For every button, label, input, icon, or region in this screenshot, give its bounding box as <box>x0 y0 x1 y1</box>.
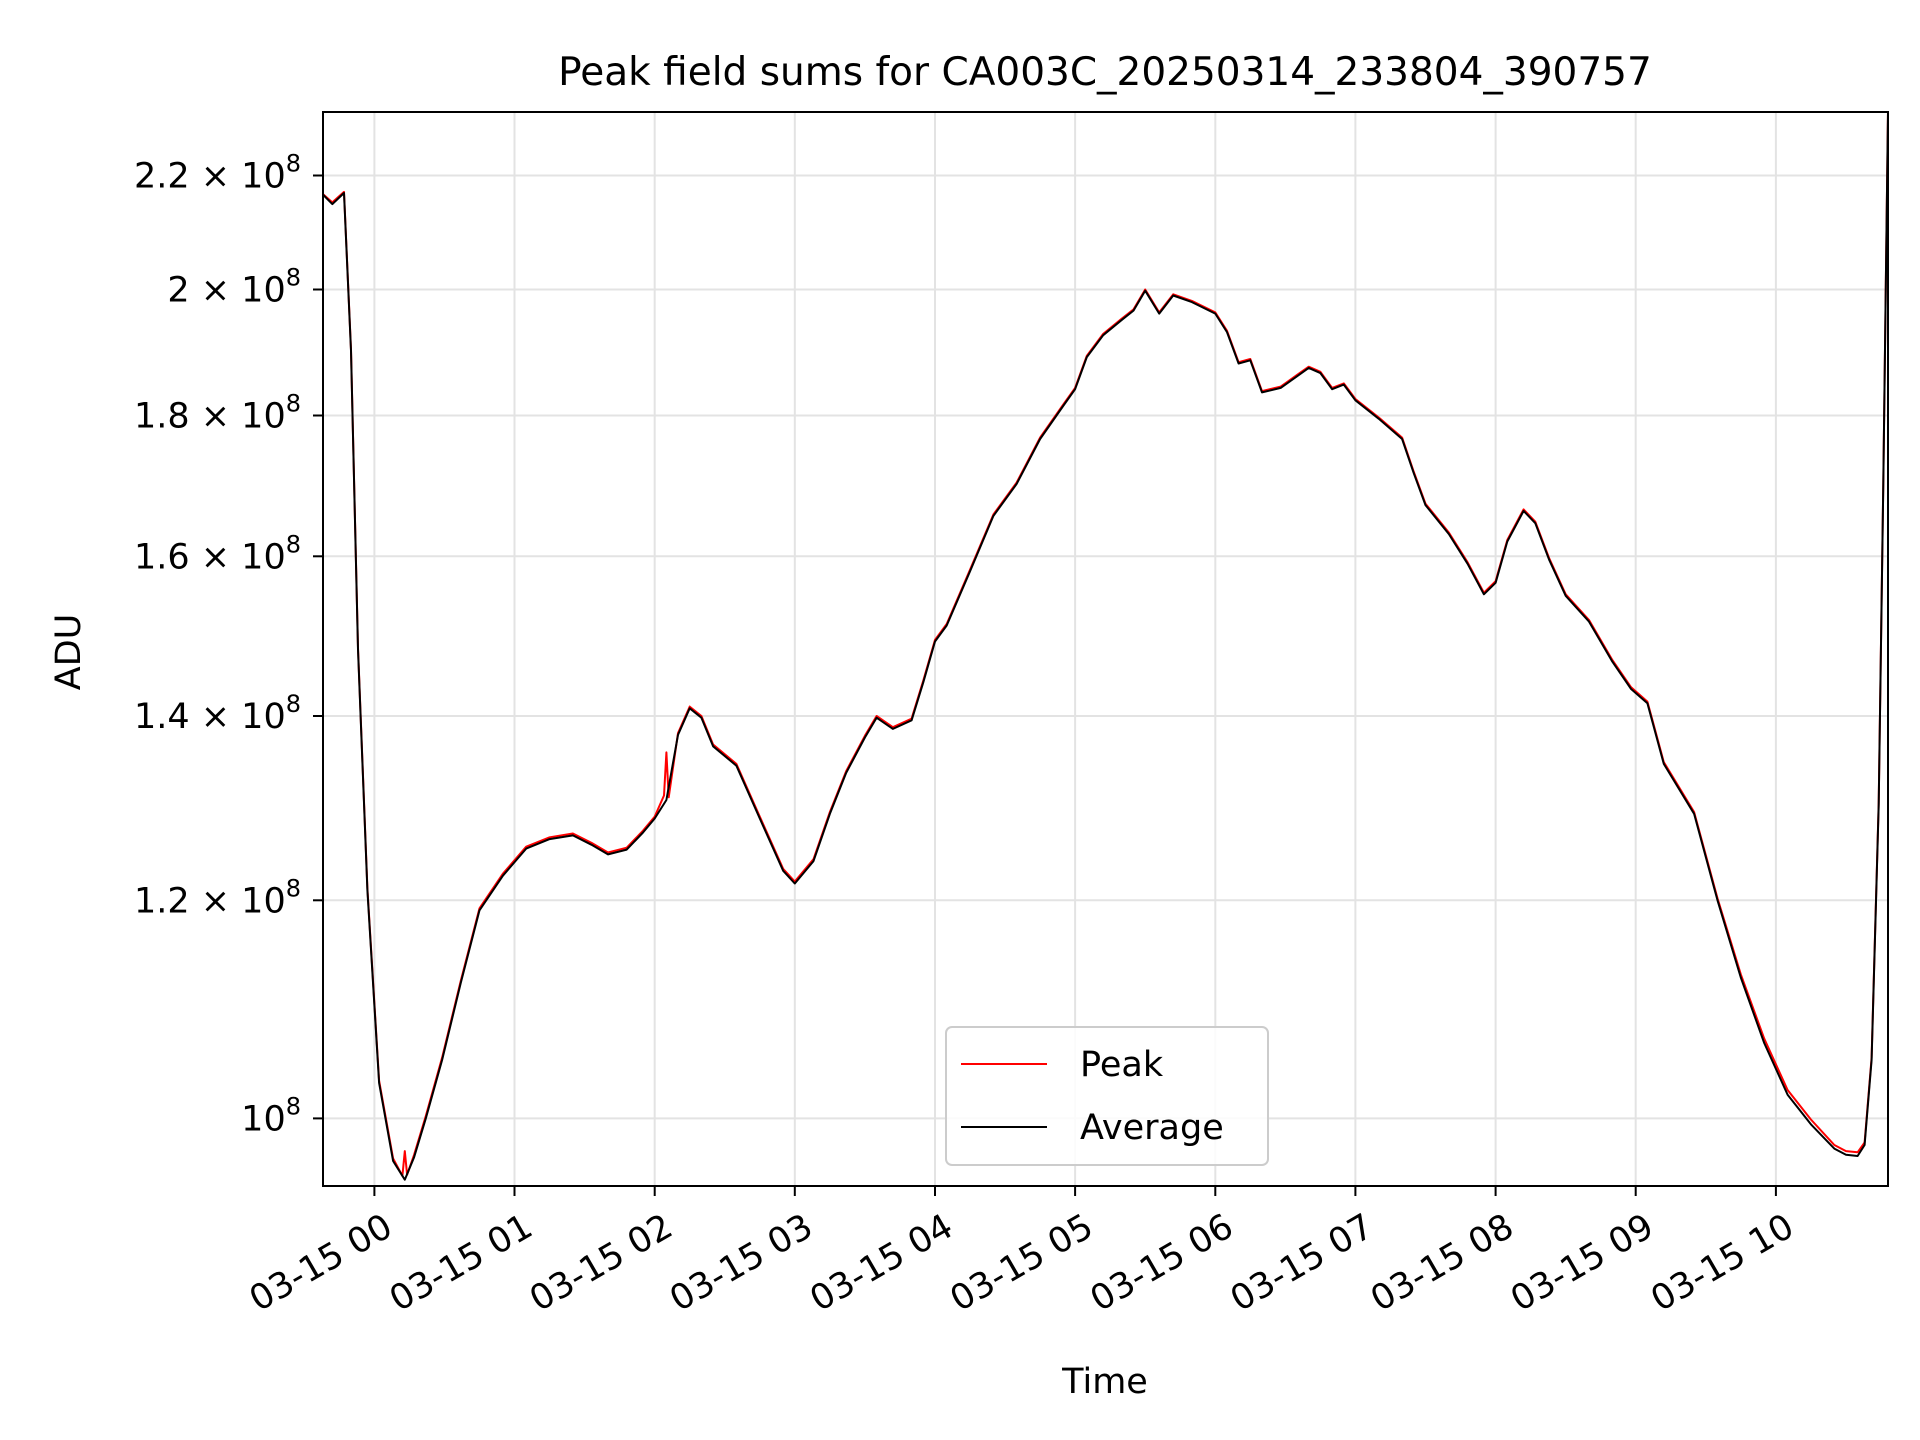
series-lines <box>323 112 1888 1181</box>
y-tick-label: 1.2 × 108 <box>134 874 301 921</box>
y-tick-label: 1.6 × 108 <box>134 530 301 577</box>
grid <box>323 112 1888 1186</box>
legend-box <box>945 1026 1269 1166</box>
y-tick-label: 1.8 × 108 <box>134 390 301 437</box>
y-tick-label: 2 × 108 <box>167 264 301 311</box>
legend: Peak Average <box>945 1026 1269 1166</box>
legend-label-average: Average <box>1080 1108 1224 1148</box>
x-axis-label: Time <box>1061 1362 1148 1402</box>
chart-title: Peak field sums for CA003C_20250314_2338… <box>558 50 1652 95</box>
plot-frame <box>322 111 1889 1187</box>
y-tick-label: 2.2 × 108 <box>134 150 301 197</box>
legend-label-peak: Peak <box>1080 1045 1164 1085</box>
y-tick-label: 1.4 × 108 <box>134 690 301 737</box>
y-tick-label: 108 <box>241 1092 301 1139</box>
y-axis-label: ADU <box>49 614 89 691</box>
series-line-average <box>323 112 1888 1181</box>
